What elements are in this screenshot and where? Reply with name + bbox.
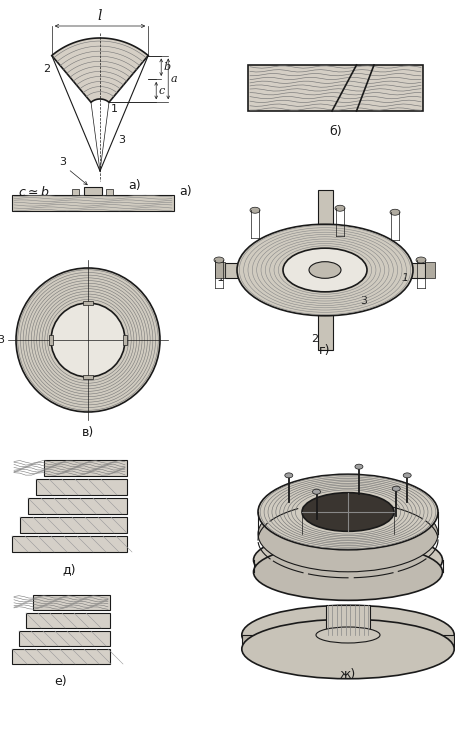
Text: $c\simeq b$: $c\simeq b$ — [18, 185, 50, 199]
Ellipse shape — [242, 619, 454, 679]
Ellipse shape — [258, 496, 438, 572]
Bar — [33, 595, 110, 610]
Ellipse shape — [250, 207, 260, 213]
Text: а): а) — [179, 185, 192, 198]
Bar — [248, 65, 423, 111]
Polygon shape — [52, 38, 148, 102]
Ellipse shape — [214, 257, 224, 263]
Bar — [123, 335, 127, 345]
Bar — [83, 301, 93, 305]
Text: 2: 2 — [311, 333, 318, 344]
Text: 3: 3 — [360, 296, 367, 305]
Bar — [12, 536, 127, 552]
Bar — [106, 189, 113, 195]
Text: c: c — [158, 85, 164, 95]
Text: 3: 3 — [118, 135, 125, 145]
Bar — [44, 460, 127, 476]
Text: д): д) — [63, 563, 76, 576]
Ellipse shape — [309, 262, 341, 278]
Ellipse shape — [258, 474, 438, 550]
Bar — [72, 189, 79, 195]
Text: a: a — [170, 74, 177, 84]
Text: 1: 1 — [218, 273, 225, 283]
Ellipse shape — [242, 606, 454, 665]
Text: 3: 3 — [59, 157, 66, 167]
Text: в): в) — [82, 426, 94, 439]
Bar — [26, 613, 110, 628]
Bar — [326, 605, 370, 635]
Bar — [12, 195, 174, 211]
Text: г): г) — [319, 344, 331, 357]
Ellipse shape — [16, 268, 160, 412]
Bar — [28, 498, 127, 514]
Ellipse shape — [253, 531, 443, 588]
Bar — [83, 375, 93, 379]
Ellipse shape — [237, 225, 413, 316]
Bar — [215, 262, 225, 278]
Ellipse shape — [403, 472, 411, 478]
Bar — [20, 517, 127, 533]
Ellipse shape — [283, 248, 367, 292]
Ellipse shape — [302, 493, 394, 531]
Ellipse shape — [392, 486, 400, 491]
Text: 3: 3 — [0, 335, 4, 345]
Polygon shape — [242, 635, 454, 649]
Bar — [318, 190, 333, 350]
Ellipse shape — [253, 544, 443, 600]
Bar — [84, 187, 102, 195]
Text: 1: 1 — [401, 273, 408, 283]
Bar — [19, 631, 110, 646]
Text: b: b — [163, 62, 170, 73]
Text: ж): ж) — [340, 668, 356, 681]
Bar — [49, 335, 53, 345]
Text: е): е) — [55, 675, 67, 688]
Text: а): а) — [128, 179, 141, 192]
Text: l: l — [98, 9, 102, 23]
Bar — [225, 262, 425, 277]
Ellipse shape — [416, 257, 426, 263]
Bar — [36, 479, 127, 495]
Ellipse shape — [355, 464, 363, 469]
Ellipse shape — [313, 489, 320, 494]
Ellipse shape — [390, 209, 400, 215]
Ellipse shape — [335, 205, 345, 211]
Ellipse shape — [316, 627, 380, 643]
Bar — [12, 649, 110, 664]
Ellipse shape — [51, 303, 125, 377]
Bar — [248, 65, 423, 111]
Text: 1: 1 — [111, 104, 118, 114]
Bar — [425, 262, 435, 278]
Text: 2: 2 — [43, 64, 50, 73]
Ellipse shape — [285, 472, 293, 478]
Text: б): б) — [329, 125, 342, 138]
